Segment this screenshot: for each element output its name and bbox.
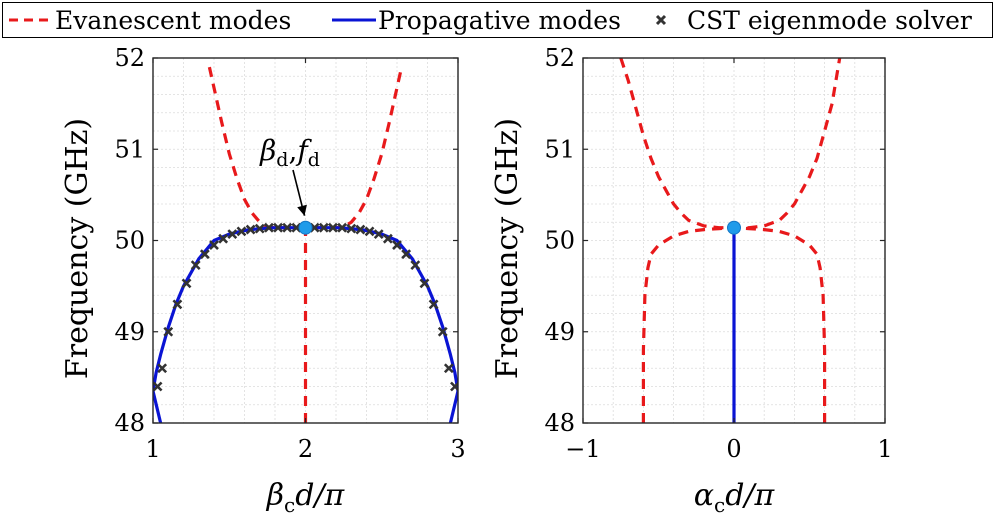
y-tick-label: 49: [544, 318, 575, 346]
cst-marker: [282, 222, 293, 233]
legend: Evanescent modes Propagative modes CST eig…: [2, 2, 993, 38]
legend-symbol-marker-x: [655, 14, 667, 26]
cst-marker: [153, 381, 163, 392]
annotation-arrowhead: [297, 204, 307, 216]
cst-marker: [419, 278, 430, 289]
cst-marker: [172, 299, 183, 310]
y-tick-label: 52: [114, 44, 145, 72]
cst-marker: [443, 363, 454, 374]
y-axis-label: Frequency (GHz): [490, 118, 525, 379]
cst-marker: [382, 233, 393, 244]
cst-marker: [227, 229, 238, 240]
legend-item-1: Evanescent modes: [3, 3, 326, 37]
y-tick-label: 50: [114, 227, 145, 255]
cst-marker: [254, 223, 265, 234]
cst-marker: [410, 260, 421, 271]
cst-marker: [218, 233, 229, 244]
y-tick-label: 52: [544, 44, 575, 72]
x-tick-label: 1: [877, 435, 892, 463]
x-axis-label: αcd/π: [694, 478, 776, 517]
cst-marker: [355, 224, 366, 235]
legend-item-3: CST eigenmode solver: [635, 3, 990, 37]
series-propagative-modes-edge-line: [448, 390, 458, 423]
series-evanescent-modes-upper-line: [619, 58, 842, 230]
design-point-marker: [298, 220, 313, 235]
cst-marker: [245, 224, 256, 235]
cst-marker: [328, 222, 338, 233]
y-tick-label: 49: [114, 318, 145, 346]
cst-marker: [392, 240, 402, 250]
cst-marker: [163, 326, 174, 337]
legend-label: Propagative modes: [378, 5, 621, 35]
cst-marker: [309, 222, 320, 233]
cst-marker: [273, 222, 283, 233]
x-tick-label: 3: [450, 435, 465, 463]
cst-marker: [337, 222, 348, 233]
x-tick-label: 2: [298, 435, 313, 463]
y-tick-label: 48: [544, 409, 575, 437]
series-propagative-modes-edge-line: [153, 390, 163, 423]
cst-marker: [401, 249, 412, 260]
x-axis-label: βcd/π: [266, 478, 346, 517]
cst-marker: [437, 326, 448, 337]
y-tick-label: 50: [544, 227, 575, 255]
legend-label: Evanescent modes: [55, 5, 292, 35]
cst-marker: [157, 363, 168, 374]
x-tick-label: 0: [726, 435, 741, 463]
cst-marker: [199, 249, 210, 260]
cst-marker: [236, 226, 247, 237]
cst-marker: [181, 278, 192, 289]
cst-marker: [318, 222, 329, 233]
x-tick-label: −1: [565, 435, 600, 463]
y-tick-label: 48: [114, 409, 145, 437]
legend-item-2: Propagative modes: [326, 3, 635, 37]
cst-marker: [428, 299, 439, 310]
cst-marker: [190, 260, 201, 271]
cst-marker: [209, 240, 219, 250]
cst-marker: [263, 222, 274, 233]
design-point-marker: [727, 220, 741, 235]
x-tick-label: 1: [145, 435, 160, 463]
right-panel: 48 49 50 51 52 −1 0 1 Frequency (GHz) αcd/π: [490, 44, 893, 517]
legend-symbol-solid: [332, 18, 376, 22]
legend-label: CST eigenmode solver: [687, 5, 972, 35]
y-axis-label: Frequency (GHz): [60, 118, 95, 379]
cst-marker: [373, 229, 384, 240]
cst-marker: [346, 223, 357, 234]
cst-marker: [364, 226, 375, 237]
legend-symbol-dashed: [9, 18, 53, 22]
y-tick-label: 51: [114, 135, 145, 163]
cst-marker: [291, 222, 302, 233]
y-tick-label: 51: [544, 135, 575, 163]
